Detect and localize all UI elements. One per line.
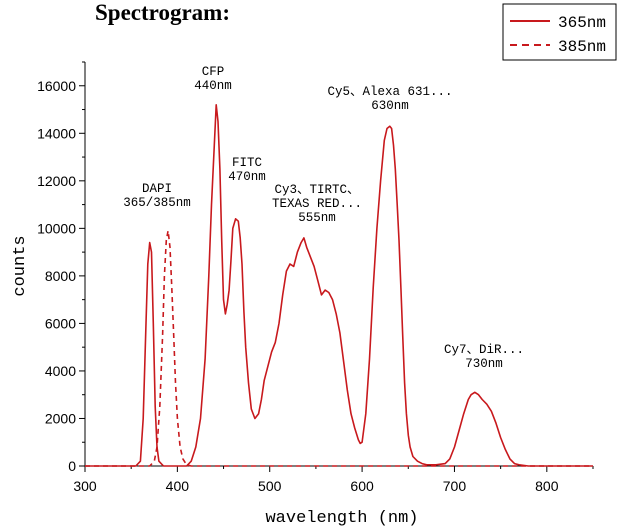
annotation-label: 555nm xyxy=(298,211,336,225)
legend-box xyxy=(502,3,617,61)
legend-label-385nm: 385nm xyxy=(558,38,606,56)
annotation-label: DAPI xyxy=(142,182,172,196)
legend-label-365nm: 365nm xyxy=(558,14,606,32)
series-line-365nm xyxy=(85,104,593,467)
annotation-label: Cy5、Alexa 631... xyxy=(327,85,452,99)
chart-title: Spectrogram: xyxy=(95,0,230,25)
annotation-label: 365/385nm xyxy=(123,196,191,210)
y-tick-label: 6000 xyxy=(45,315,76,331)
x-axis-label: wavelength (nm) xyxy=(265,509,418,528)
x-tick-label: 700 xyxy=(443,478,467,494)
annotation-label: 630nm xyxy=(371,99,409,113)
annotation-label: FITC xyxy=(232,156,262,170)
annotation-label: Cy3、TIRTC、 xyxy=(274,183,359,197)
axes: 0 2000 4000 6000 8000 10000 12000 14000 16000 300… xyxy=(37,61,594,494)
annotation-label: Cy7、DiR... xyxy=(444,343,524,357)
x-tick-label: 800 xyxy=(535,478,559,494)
series-line-385nm xyxy=(85,229,593,467)
x-tick-label: 500 xyxy=(258,478,282,494)
y-tick-label: 10000 xyxy=(37,220,76,236)
annotation-label: 470nm xyxy=(228,170,266,184)
annotation-label: CFP xyxy=(202,65,225,79)
annotation-label: 440nm xyxy=(194,79,232,93)
y-tick-label: 2000 xyxy=(45,410,76,426)
x-tick-label: 300 xyxy=(73,478,97,494)
x-tick-label: 400 xyxy=(166,478,190,494)
legend: 365nm 385nm xyxy=(502,3,617,61)
y-tick-label: 4000 xyxy=(45,363,76,379)
y-axis-label: counts xyxy=(11,235,30,296)
y-tick-label: 14000 xyxy=(37,125,76,141)
plot-area xyxy=(85,104,593,467)
x-tick-label: 600 xyxy=(350,478,374,494)
y-tick-label: 8000 xyxy=(45,268,76,284)
y-tick-label: 12000 xyxy=(37,173,76,189)
y-tick-label: 16000 xyxy=(37,78,76,94)
y-tick-label: 0 xyxy=(68,458,76,474)
annotation-label: TEXAS RED... xyxy=(272,197,362,211)
annotation-label: 730nm xyxy=(465,357,503,371)
